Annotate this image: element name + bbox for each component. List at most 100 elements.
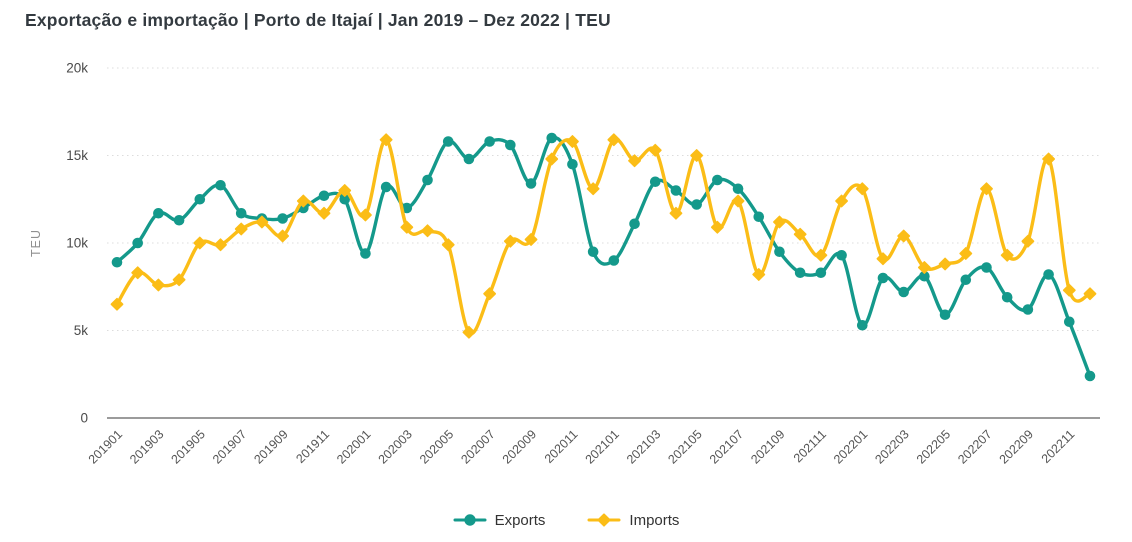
y-tick-label: 0 bbox=[80, 411, 88, 426]
exports-point bbox=[732, 183, 744, 195]
y-tick-label: 5k bbox=[74, 323, 89, 338]
imports-point bbox=[607, 133, 621, 147]
x-tick-label: 202001 bbox=[334, 427, 373, 466]
exports-point bbox=[1084, 370, 1096, 382]
imports-point bbox=[421, 224, 434, 238]
y-tick-label: 20k bbox=[66, 61, 88, 76]
imports-point bbox=[566, 135, 579, 148]
exports-point bbox=[919, 270, 930, 282]
exports-point bbox=[1043, 269, 1054, 280]
x-tick-label: 202211 bbox=[1039, 427, 1078, 466]
exports-point bbox=[939, 309, 951, 321]
imports-point bbox=[193, 236, 207, 250]
imports-point bbox=[773, 215, 786, 229]
exports-point bbox=[670, 185, 682, 196]
x-tick-label: 202011 bbox=[542, 427, 581, 466]
exports-series bbox=[111, 132, 1096, 382]
chart-title: Exportação e importação | Porto de Itaja… bbox=[25, 10, 611, 30]
imports-point bbox=[1062, 283, 1076, 297]
exports-point bbox=[774, 246, 785, 258]
exports-point bbox=[422, 174, 433, 186]
imports-point bbox=[793, 227, 807, 241]
x-tick-label: 202101 bbox=[583, 427, 622, 466]
legend-item-imports[interactable]: Imports bbox=[587, 512, 679, 529]
x-tick-label: 202007 bbox=[458, 427, 497, 466]
legend-item-exports[interactable]: Exports bbox=[453, 511, 546, 529]
exports-point bbox=[649, 176, 661, 188]
exports-point bbox=[215, 179, 226, 191]
exports-point bbox=[401, 202, 413, 214]
imports-point bbox=[214, 238, 227, 252]
x-tick-label: 201911 bbox=[293, 427, 332, 466]
imports-point bbox=[379, 133, 393, 147]
imports-point bbox=[690, 149, 704, 162]
imports-point bbox=[359, 208, 372, 222]
imports-point bbox=[628, 154, 641, 168]
exports-point bbox=[505, 139, 516, 151]
exports-line-circle-icon bbox=[453, 514, 487, 526]
legend: Exports Imports bbox=[0, 504, 1132, 536]
exports-point bbox=[815, 267, 827, 279]
imports-line bbox=[115, 137, 1092, 336]
exports-point bbox=[856, 319, 868, 331]
imports-point bbox=[959, 247, 973, 260]
imports-point bbox=[503, 234, 517, 248]
imports-point bbox=[317, 206, 331, 220]
exports-point bbox=[1063, 316, 1075, 328]
x-tick-label: 201901 bbox=[86, 427, 125, 466]
x-tick-label: 201905 bbox=[169, 427, 208, 466]
imports-point bbox=[731, 194, 745, 208]
imports-point bbox=[131, 266, 145, 280]
x-tick-label: 202109 bbox=[748, 427, 787, 466]
y-tick-label: 15k bbox=[66, 148, 88, 163]
exports-point bbox=[877, 272, 889, 284]
imports-point bbox=[586, 182, 600, 196]
legend-label-exports: Exports bbox=[494, 511, 546, 529]
imports-point bbox=[172, 273, 186, 287]
exports-point bbox=[525, 178, 537, 189]
x-tick-label: 202203 bbox=[872, 427, 911, 466]
imports-point bbox=[1042, 152, 1055, 166]
x-tick-label: 201909 bbox=[251, 427, 290, 466]
imports-point bbox=[462, 325, 476, 339]
exports-point bbox=[794, 267, 806, 279]
x-tick-label: 202107 bbox=[707, 427, 746, 466]
x-tick-label: 202209 bbox=[997, 427, 1036, 466]
imports-point bbox=[669, 206, 683, 220]
x-tick-label: 202105 bbox=[665, 427, 704, 466]
exports-point bbox=[567, 158, 578, 170]
imports-point bbox=[980, 182, 993, 196]
imports-point bbox=[897, 229, 911, 243]
x-tick-label: 202003 bbox=[376, 427, 415, 466]
y-tick-label: 10k bbox=[66, 236, 88, 251]
exports-point bbox=[360, 248, 371, 259]
exports-point bbox=[318, 190, 330, 202]
exports-point bbox=[587, 246, 599, 258]
exports-point bbox=[960, 274, 972, 286]
exports-point bbox=[277, 213, 288, 224]
exports-point bbox=[608, 255, 620, 266]
imports-point bbox=[1021, 234, 1035, 248]
exports-point bbox=[132, 237, 144, 249]
imports-point bbox=[276, 229, 290, 243]
imports-point bbox=[441, 238, 455, 252]
exports-line bbox=[115, 135, 1092, 378]
exports-point bbox=[153, 207, 164, 219]
x-tick-label: 202103 bbox=[624, 427, 663, 466]
imports-point bbox=[483, 287, 497, 301]
imports-point bbox=[110, 297, 124, 311]
imports-point bbox=[152, 278, 165, 292]
imports-point bbox=[524, 233, 538, 246]
exports-point bbox=[1022, 304, 1034, 315]
x-tick-label: 202205 bbox=[914, 427, 953, 466]
imports-point bbox=[917, 261, 931, 274]
imports-line-diamond-icon bbox=[587, 513, 621, 527]
exports-point bbox=[111, 256, 123, 268]
imports-point bbox=[938, 257, 952, 271]
imports-point bbox=[234, 222, 248, 236]
legend-label-imports: Imports bbox=[629, 511, 680, 529]
exports-point bbox=[463, 153, 475, 165]
imports-point bbox=[255, 215, 269, 229]
exports-point bbox=[1001, 291, 1013, 303]
